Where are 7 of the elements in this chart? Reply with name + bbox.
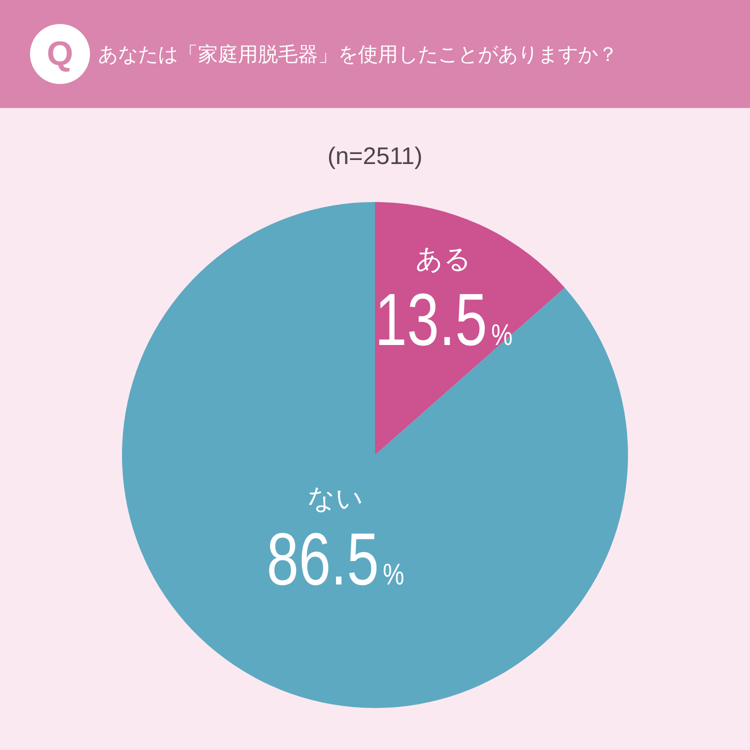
chart-title: あなたは「家庭用脱毛器」を使用したことがありますか？ [98,41,618,68]
slice-label: ない [307,484,364,515]
slice-label: ある [416,244,472,275]
chart-subtitle: (n=2511) [326,142,424,172]
data-label: 13.5% [374,279,513,362]
data-label: 86.5% [266,518,404,602]
text: Q [46,34,74,74]
